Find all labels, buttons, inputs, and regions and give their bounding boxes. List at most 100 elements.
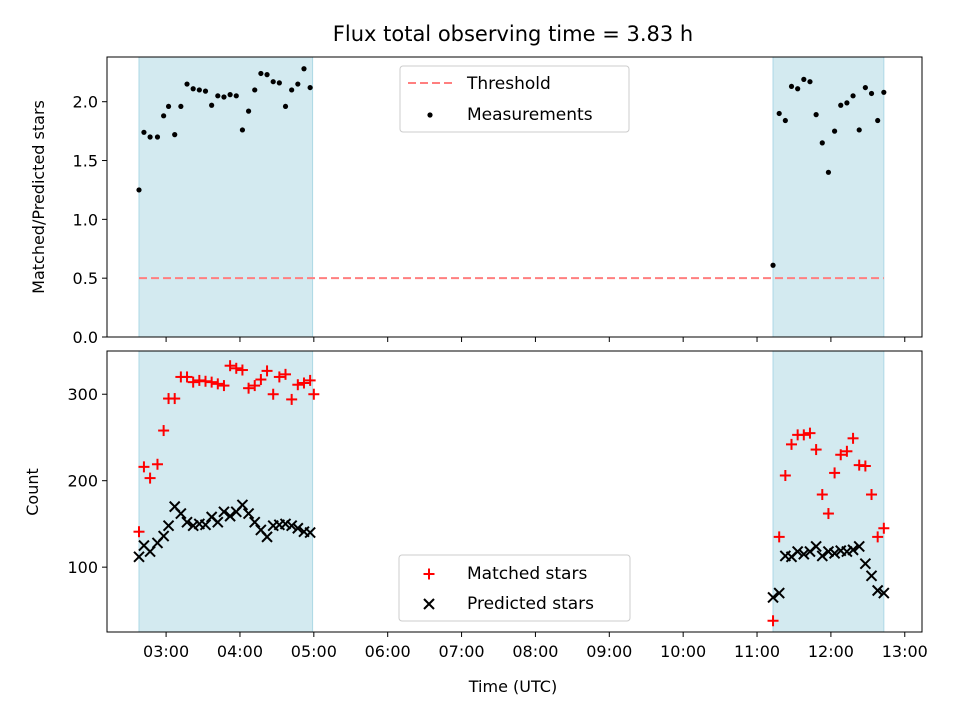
- bottom-ytick-label: 300: [67, 385, 98, 404]
- matched-star-point: [835, 449, 847, 461]
- cross-b: [218, 506, 230, 518]
- matched-star-point: [798, 429, 810, 441]
- cross-b: [304, 526, 316, 539]
- x-axis-label: Time (UTC): [468, 677, 557, 696]
- cross-b: [175, 507, 187, 520]
- measurement-point: [881, 89, 887, 95]
- matched-star-point: [255, 374, 267, 386]
- bottom-shaded-interval-1: [139, 351, 313, 632]
- measurement-point: [850, 93, 856, 99]
- matched-star-point: [224, 360, 236, 372]
- matched-star-point: [151, 458, 163, 470]
- top-ytick-label: 0.0: [73, 328, 98, 347]
- measurement-point: [202, 88, 209, 94]
- measurement-point: [831, 128, 838, 134]
- bottom-axes-frame: [106, 350, 923, 633]
- cross-b: [878, 587, 890, 599]
- matched-star-point: [273, 371, 285, 383]
- predicted-star-point: [791, 545, 804, 558]
- matched-star-point: [804, 427, 816, 439]
- predicted-star-point: [212, 516, 224, 528]
- cross-b: [767, 591, 779, 604]
- measurement-point: [233, 93, 239, 99]
- measurement-point: [161, 113, 167, 119]
- cross-b: [285, 519, 298, 532]
- matched-star-point: [158, 425, 170, 437]
- matched-star-point: [249, 380, 261, 392]
- measurement-point: [227, 92, 233, 98]
- matched-star-point: [767, 615, 779, 627]
- matched-star-point: [280, 368, 292, 380]
- measurement-point: [209, 102, 215, 108]
- measurement-point: [289, 87, 295, 93]
- top-ytick-label: 1.0: [73, 210, 98, 229]
- cross-b: [279, 518, 292, 530]
- cross-b: [242, 507, 255, 520]
- cross-b: [853, 540, 865, 553]
- predicted-star-point: [162, 519, 175, 532]
- matched-star-point: [218, 380, 230, 392]
- predicted-star-point: [261, 531, 273, 543]
- measurement-point: [252, 87, 258, 93]
- legend-matched-label: Matched stars: [467, 564, 587, 584]
- measurement-point: [196, 87, 202, 93]
- measurement-point: [776, 110, 782, 117]
- matched-star-point: [810, 444, 822, 456]
- bottom-legend-box: [398, 554, 631, 622]
- top-legend-box: [399, 65, 630, 133]
- cross-b: [810, 540, 822, 553]
- matched-star-point: [212, 378, 224, 390]
- predicted-star-point: [773, 587, 785, 599]
- matched-star-point: [169, 393, 181, 405]
- cross-b: [828, 547, 841, 560]
- matched-star-point: [822, 508, 834, 520]
- predicted-star-point: [816, 550, 828, 562]
- xtick-label: 03:00: [143, 642, 189, 661]
- legend-measurements-label: Measurements: [467, 105, 593, 125]
- cross-b: [423, 598, 435, 610]
- xtick-label: 10:00: [660, 642, 706, 661]
- predicted-star-point: [853, 540, 865, 553]
- measurement-point: [795, 86, 801, 92]
- legend-predicted-label: Predicted stars: [467, 594, 594, 614]
- legend-threshold-label: Threshold: [466, 74, 551, 94]
- measurement-point: [276, 80, 282, 86]
- bottom-ytick-label: 200: [67, 472, 98, 491]
- matched-star-point: [236, 364, 248, 376]
- matched-star-point: [267, 388, 279, 400]
- measurement-point: [301, 66, 307, 72]
- chart-title: Flux total observing time = 3.83 h: [333, 22, 693, 46]
- measurement-point: [825, 169, 832, 175]
- matched-star-point: [878, 522, 890, 534]
- measurement-point: [838, 102, 844, 108]
- xtick-label: 13:00: [882, 642, 928, 661]
- legend-matched-swatch: [423, 568, 435, 580]
- predicted-star-point: [218, 506, 230, 518]
- measurement-point: [282, 103, 289, 110]
- measurement-point: [813, 112, 819, 118]
- top-legend: Threshold Measurements: [399, 65, 630, 133]
- cross-b: [773, 587, 785, 599]
- matched-star-point: [829, 467, 841, 479]
- xtick-label: 08:00: [512, 642, 558, 661]
- measurement-point: [875, 117, 881, 124]
- cross-b: [816, 550, 828, 562]
- matched-star-point: [308, 388, 320, 400]
- measurement-point: [862, 84, 868, 91]
- xtick-label: 09:00: [586, 642, 632, 661]
- cross-b: [199, 519, 212, 531]
- cross-b: [212, 516, 224, 528]
- measurement-point: [136, 187, 142, 193]
- matched-star-point: [187, 376, 199, 388]
- matched-star-point: [292, 379, 304, 391]
- matched-star-point: [206, 376, 218, 388]
- predicted-star-point: [304, 526, 316, 539]
- measurement-point: [221, 94, 227, 100]
- cross-b: [205, 511, 218, 523]
- xtick-label: 12:00: [808, 642, 854, 661]
- xtick-label: 04:00: [217, 642, 263, 661]
- bottom-ytick-label: 100: [67, 558, 98, 577]
- measurement-point: [172, 132, 178, 138]
- predicted-star-point: [236, 499, 249, 511]
